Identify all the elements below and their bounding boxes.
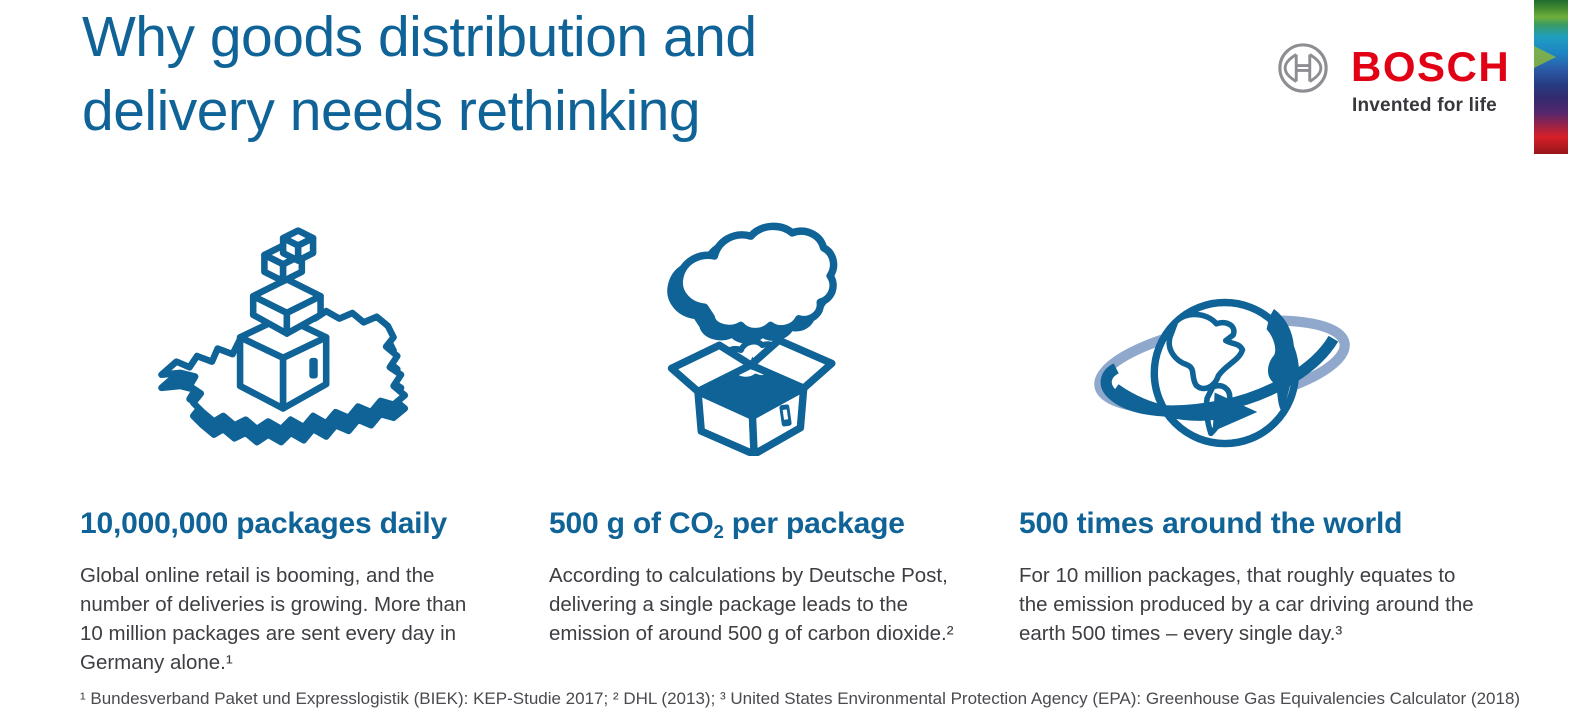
- footnote-sources: ¹ Bundesverband Paket und Expresslogisti…: [80, 689, 1521, 708]
- page-title: Why goods distribution and delivery need…: [82, 0, 757, 148]
- heading-pre: 500 g of CO: [549, 507, 714, 540]
- column-heading: 10,000,000 packages daily: [80, 507, 447, 540]
- column-packages-daily: 10,000,000 packages daily Global online …: [80, 506, 485, 677]
- column-heading: 500 g of CO2 per package: [549, 506, 979, 542]
- title-line-2: delivery needs rethinking: [82, 79, 701, 143]
- supergraphic-wedge: [1534, 46, 1556, 68]
- column-co2-per-package: 500 g of CO2 per package According to ca…: [549, 506, 979, 648]
- column-body: According to calculations by Deutsche Po…: [549, 564, 954, 645]
- co2-cloud-package-icon: [655, 208, 845, 461]
- bosch-anchor-icon: [1276, 41, 1330, 95]
- column-around-the-world: 500 times around the world For 10 millio…: [1019, 506, 1474, 648]
- germany-map-packages-icon: [135, 225, 435, 478]
- bosch-tagline: Invented for life: [1352, 95, 1497, 116]
- bosch-wordmark: BOSCH: [1351, 43, 1511, 90]
- heading-post: per package: [723, 507, 905, 540]
- column-body: Global online retail is booming, and the…: [80, 564, 467, 674]
- heading-subscript: 2: [713, 521, 724, 542]
- column-heading: 500 times around the world: [1019, 507, 1403, 540]
- column-body: For 10 million packages, that roughly eq…: [1019, 564, 1474, 645]
- title-line-1: Why goods distribution and: [82, 5, 757, 69]
- bosch-supergraphic-stripe: [1534, 0, 1568, 154]
- globe-arrow-icon: [1090, 283, 1355, 469]
